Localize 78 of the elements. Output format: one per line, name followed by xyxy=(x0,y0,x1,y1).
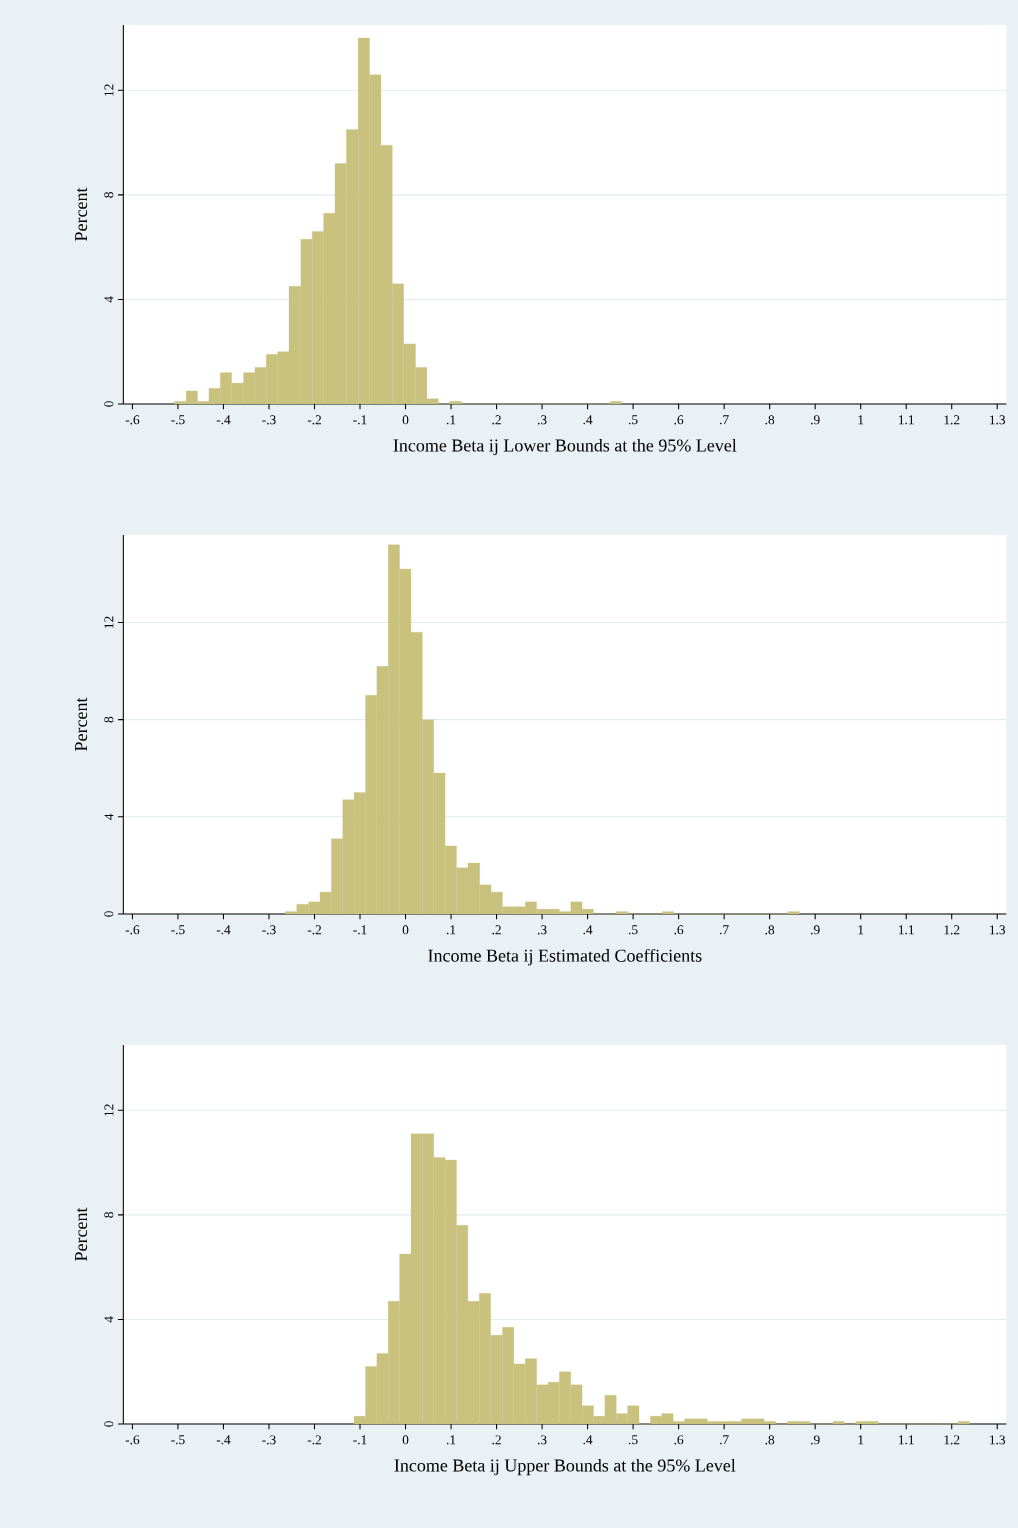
x-tick-label: .8 xyxy=(765,415,774,425)
x-tick-label: .3 xyxy=(537,415,547,425)
x-tick-label: .3 xyxy=(537,925,547,935)
x-axis-title: Income Beta ij Upper Bounds at the 95% Level xyxy=(394,1458,736,1476)
y-tick-label: 4 xyxy=(104,296,114,303)
x-tick-label: -.4 xyxy=(216,925,231,935)
y-tick-label: 4 xyxy=(104,813,114,820)
x-tick-label: .4 xyxy=(583,1435,593,1445)
x-tick-label: 1.1 xyxy=(898,925,914,935)
x-tick-label: 1.2 xyxy=(944,925,960,935)
x-tick-label: -.6 xyxy=(125,925,140,935)
x-tick-label: .2 xyxy=(492,415,501,425)
x-tick-label: 1.2 xyxy=(944,415,960,425)
x-tick-label: .5 xyxy=(628,1435,638,1445)
x-tick-label: 0 xyxy=(402,415,409,425)
y-tick-label: 8 xyxy=(104,192,114,198)
x-axis-title: Income Beta ij Lower Bounds at the 95% Level xyxy=(393,438,737,456)
y-axis-title: Percent xyxy=(75,697,87,751)
x-tick-label: -.1 xyxy=(353,925,367,935)
x-tick-label: .5 xyxy=(628,925,638,935)
x-tick-label: 1.2 xyxy=(944,1435,960,1445)
x-tick-label: .6 xyxy=(674,1435,684,1445)
x-tick-label: 1.3 xyxy=(989,925,1005,935)
x-tick-label: -.3 xyxy=(262,1435,276,1445)
x-tick-label: .1 xyxy=(446,925,456,935)
x-tick-label: .4 xyxy=(583,925,593,935)
y-tick-label: 12 xyxy=(104,84,114,96)
y-tick-label: 0 xyxy=(104,401,114,407)
y-axis-title: Percent xyxy=(75,1207,87,1261)
x-tick-label: 1 xyxy=(858,925,864,935)
x-axis-title: Income Beta ij Estimated Coefficients xyxy=(428,948,702,966)
x-tick-label: -.5 xyxy=(171,1435,185,1445)
x-tick-label: 1.1 xyxy=(898,415,914,425)
x-tick-label: .6 xyxy=(674,415,684,425)
x-tick-label: -.2 xyxy=(307,925,321,935)
x-tick-label: -.5 xyxy=(171,925,185,935)
x-tick-label: .7 xyxy=(719,1435,729,1445)
x-tick-label: -.5 xyxy=(171,415,185,425)
x-tick-label: .4 xyxy=(583,415,593,425)
x-tick-label: .8 xyxy=(765,925,774,935)
x-tick-label: .3 xyxy=(537,1435,547,1445)
x-tick-label: -.4 xyxy=(216,1435,231,1445)
x-tick-label: .9 xyxy=(810,1435,820,1445)
y-tick-label: 8 xyxy=(104,1212,114,1218)
x-tick-label: .6 xyxy=(674,925,684,935)
x-tick-label: .2 xyxy=(492,925,501,935)
x-tick-label: -.2 xyxy=(307,1435,321,1445)
x-tick-label: -.3 xyxy=(262,415,276,425)
x-tick-label: 1 xyxy=(858,415,864,425)
y-tick-label: 12 xyxy=(104,1104,114,1116)
x-tick-label: 1.3 xyxy=(989,1435,1005,1445)
x-tick-label: -.6 xyxy=(125,1435,140,1445)
x-tick-label: 0 xyxy=(402,1435,409,1445)
x-tick-label: .5 xyxy=(628,415,638,425)
x-tick-label: -.2 xyxy=(307,415,321,425)
x-tick-label: 1.3 xyxy=(989,415,1005,425)
x-tick-label: .7 xyxy=(719,415,729,425)
x-tick-label: 1.1 xyxy=(898,1435,914,1445)
x-tick-label: .8 xyxy=(765,1435,774,1445)
y-tick-label: 12 xyxy=(104,616,114,628)
y-tick-label: 0 xyxy=(104,911,114,917)
x-tick-label: .9 xyxy=(810,925,820,935)
x-tick-label: .7 xyxy=(719,925,729,935)
x-tick-label: -.4 xyxy=(216,415,231,425)
x-tick-label: 1 xyxy=(858,1435,864,1445)
y-tick-label: 0 xyxy=(104,1421,114,1427)
x-tick-label: .2 xyxy=(492,1435,501,1445)
y-tick-label: 8 xyxy=(104,716,114,723)
x-tick-label: .1 xyxy=(446,415,456,425)
x-tick-label: -.3 xyxy=(262,925,276,935)
x-tick-label: -.1 xyxy=(353,1435,367,1445)
x-tick-label: -.6 xyxy=(125,415,140,425)
y-axis-title: Percent xyxy=(75,187,87,241)
x-tick-label: .1 xyxy=(446,1435,456,1445)
y-tick-label: 4 xyxy=(104,1316,114,1323)
x-tick-label: .9 xyxy=(810,415,820,425)
x-tick-label: -.1 xyxy=(353,415,367,425)
x-tick-label: 0 xyxy=(402,925,409,935)
